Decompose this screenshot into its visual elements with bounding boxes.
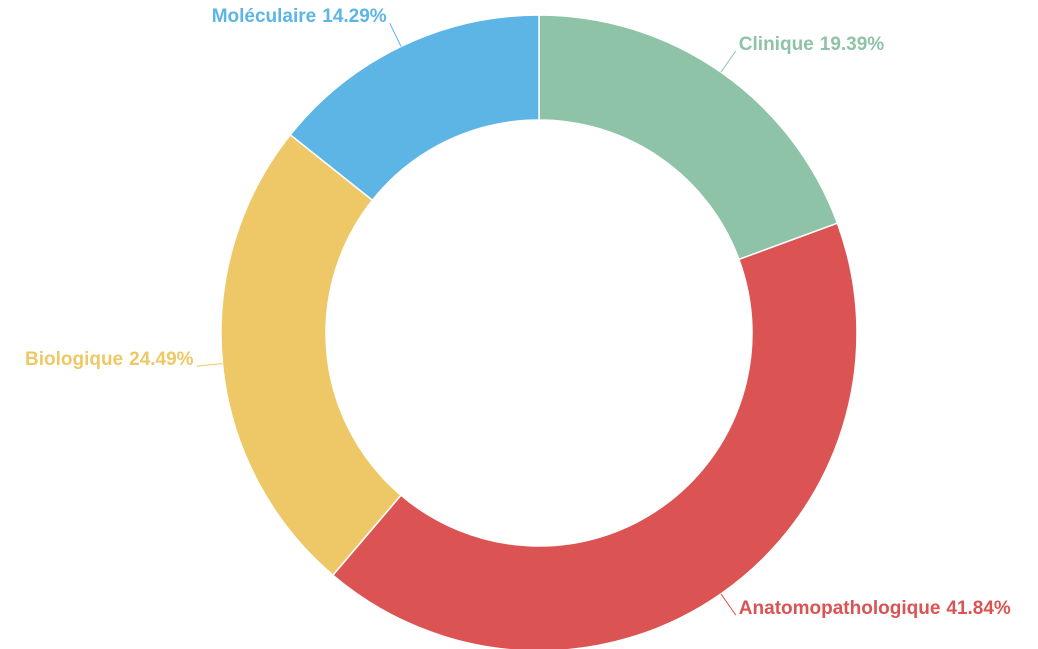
slice-label: Clinique 19.39% <box>739 34 884 55</box>
leader-line <box>720 50 737 73</box>
slice-value: 24.49% <box>129 349 194 370</box>
leader-line <box>720 593 737 616</box>
donut-slice <box>538 14 839 261</box>
slice-category: Moléculaire <box>212 6 317 27</box>
slice-value: 19.39% <box>820 34 885 55</box>
donut-slice <box>289 14 540 202</box>
slice-category: Anatomopathologique <box>739 598 941 619</box>
slice-label: Biologique 24.49% <box>25 349 194 370</box>
slice-label: Anatomopathologique 41.84% <box>739 598 1011 619</box>
slice-value: 41.84% <box>946 598 1011 619</box>
slice-category: Biologique <box>25 349 123 370</box>
slice-category: Clinique <box>739 34 814 55</box>
donut-slice <box>220 133 402 577</box>
leader-line <box>196 363 223 367</box>
leader-line <box>389 22 402 47</box>
slice-label: Moléculaire 14.29% <box>212 6 387 27</box>
donut-slice <box>331 222 858 649</box>
slice-value: 14.29% <box>322 6 387 27</box>
